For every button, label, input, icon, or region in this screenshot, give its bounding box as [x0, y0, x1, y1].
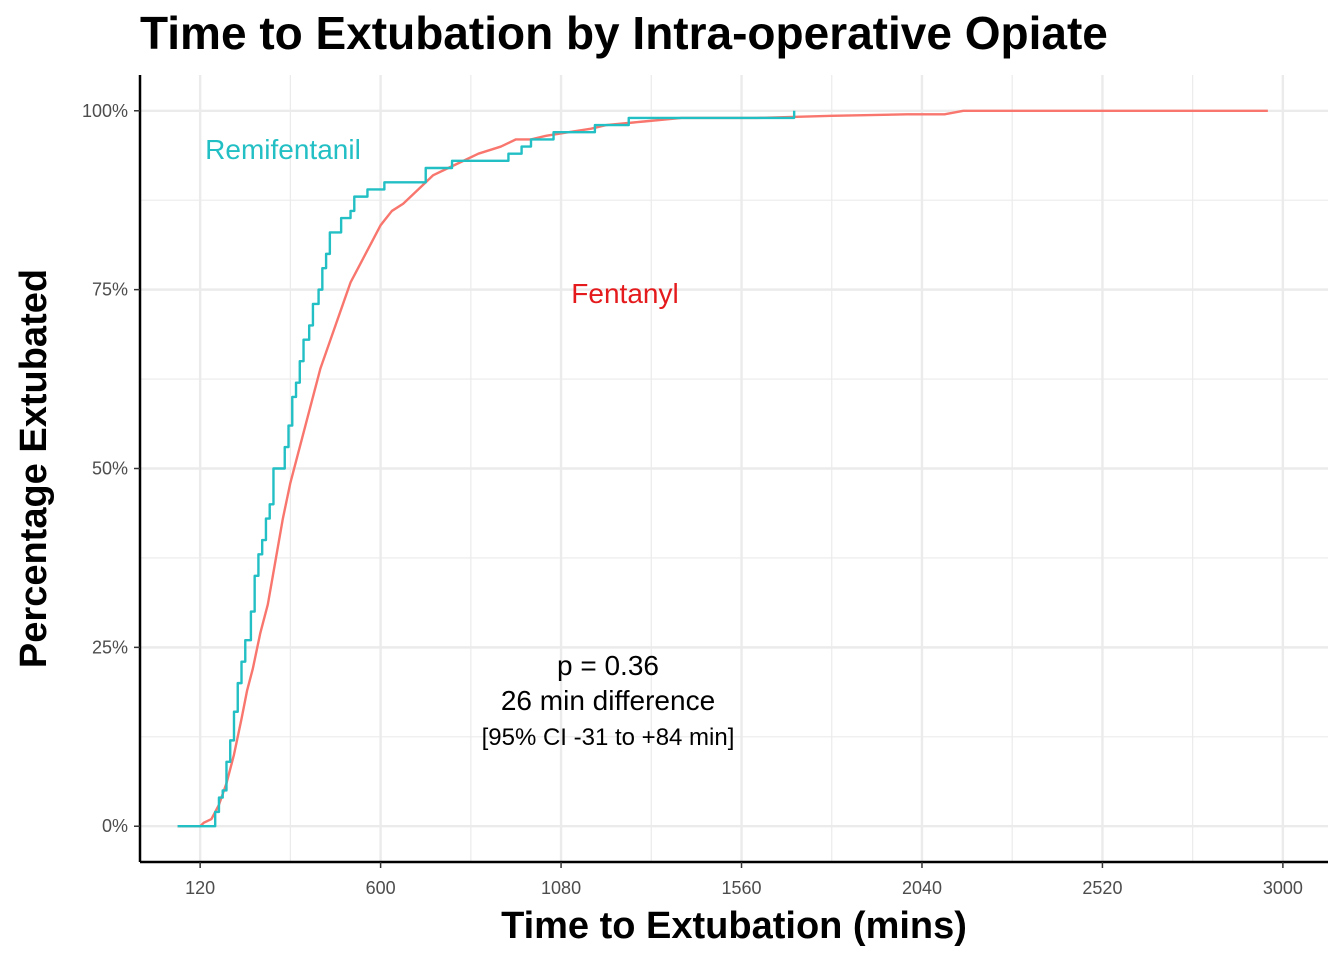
x-tick-label: 1080	[541, 878, 581, 898]
fentanyl-label: Fentanyl	[571, 278, 678, 309]
x-tick-label: 1560	[721, 878, 761, 898]
y-tick-label: 75%	[92, 280, 128, 300]
y-tick-label: 100%	[82, 101, 128, 121]
x-tick-label: 3000	[1263, 878, 1303, 898]
x-tick-label: 600	[366, 878, 396, 898]
y-axis-ticks: 0% 25% 50% 75% 100%	[82, 101, 140, 836]
ci-annotation: [95% CI -31 to +84 min]	[482, 724, 735, 751]
x-tick-label: 2520	[1082, 878, 1122, 898]
x-tick-label: 120	[185, 878, 215, 898]
p-value-annotation: p = 0.36	[557, 650, 659, 681]
x-axis-ticks: 120 600 1080 1560 2040 2520 3000	[185, 862, 1303, 898]
remifentanil-label: Remifentanil	[205, 134, 361, 165]
major-gridlines	[140, 75, 1328, 862]
series-layer	[177, 109, 1268, 828]
remifentanil-curve	[177, 110, 796, 828]
y-tick-label: 50%	[92, 459, 128, 479]
y-tick-label: 25%	[92, 637, 128, 657]
x-tick-label: 2040	[902, 878, 942, 898]
chart-title: Time to Extubation by Intra-operative Op…	[140, 7, 1108, 59]
y-axis-title: Percentage Extubated	[13, 269, 55, 668]
x-axis-title: Time to Extubation (mins)	[501, 905, 967, 947]
y-tick-label: 0%	[102, 816, 128, 836]
difference-annotation: 26 min difference	[501, 685, 715, 716]
